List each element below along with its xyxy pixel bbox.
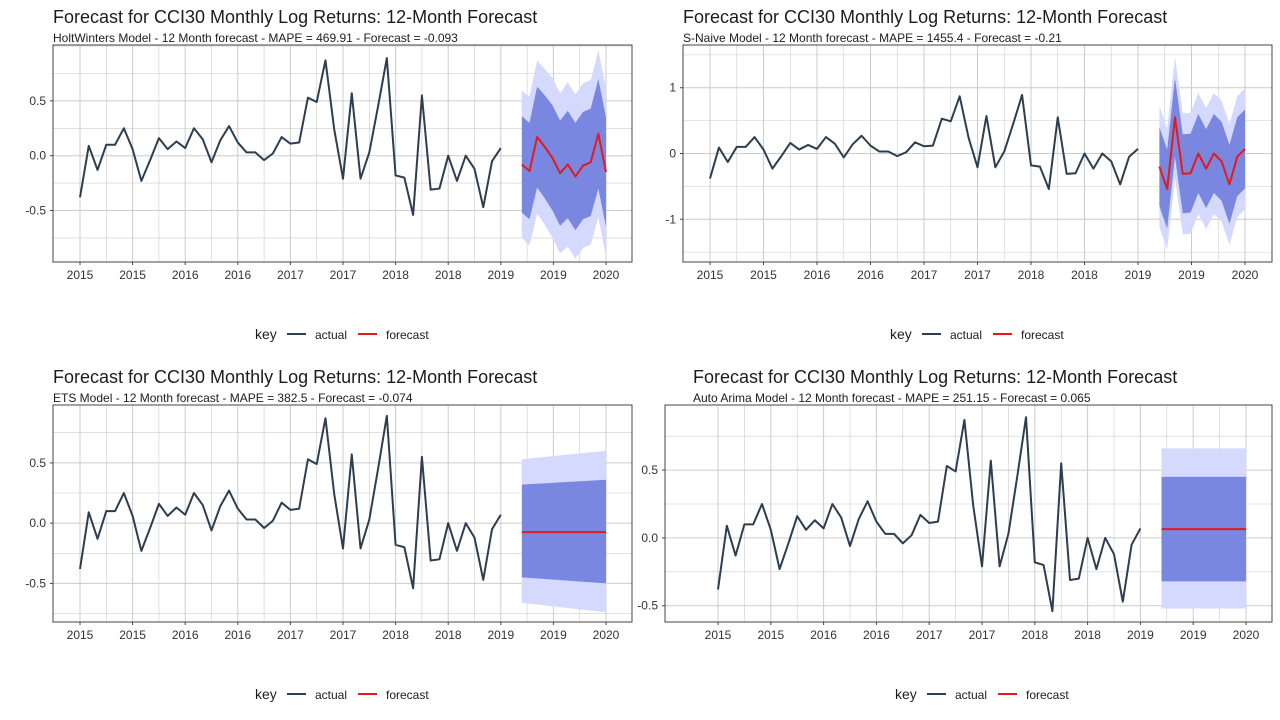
x-tick-label: 2018 — [1074, 628, 1101, 642]
x-tick-label: 2016 — [810, 628, 837, 642]
legend: key actual forecast — [255, 686, 429, 702]
y-tick-label: -1 — [665, 212, 676, 226]
x-tick-label: 2016 — [224, 268, 251, 282]
legend-title: key — [255, 326, 277, 342]
x-tick-label: 2015 — [757, 628, 784, 642]
x-tick-label: 2017 — [277, 628, 304, 642]
legend: key actual forecast — [890, 326, 1064, 342]
x-tick-label: 2019 — [1178, 268, 1205, 282]
x-tick-label: 2020 — [1232, 268, 1259, 282]
y-tick-label: 0.0 — [641, 531, 658, 545]
actual-series-line — [79, 57, 502, 216]
x-tick-label: 2015 — [119, 628, 146, 642]
chart-svg: Forecast for CCI30 Monthly Log Returns: … — [25, 7, 633, 342]
x-tick-label: 2016 — [863, 628, 890, 642]
legend: key actual forecast — [255, 326, 429, 342]
x-tick-label: 2020 — [593, 268, 620, 282]
chart-svg: Forecast for CCI30 Monthly Log Returns: … — [637, 367, 1273, 702]
y-tick-label: 0.5 — [641, 463, 658, 477]
actual-series-line — [717, 416, 1142, 613]
actual-series-line — [709, 93, 1139, 191]
chart-panel-snaive: Forecast for CCI30 Monthly Log Returns: … — [630, 0, 1273, 360]
x-tick-label: 2019 — [1180, 628, 1207, 642]
x-tick-label: 2019 — [1127, 628, 1154, 642]
y-tick-label: 0.5 — [29, 456, 46, 470]
chart-title: Forecast for CCI30 Monthly Log Returns: … — [683, 7, 1167, 27]
x-tick-label: 2015 — [119, 268, 146, 282]
y-tick-label: 0.5 — [29, 94, 46, 108]
legend-label-forecast: forecast — [1021, 328, 1064, 342]
chart-svg: Forecast for CCI30 Monthly Log Returns: … — [25, 367, 633, 702]
chart-subtitle: ETS Model - 12 Month forecast - MAPE = 3… — [53, 391, 413, 405]
legend-label-actual: actual — [315, 328, 347, 342]
x-tick-label: 2017 — [964, 268, 991, 282]
chart-panel-auto-arima: Forecast for CCI30 Monthly Log Returns: … — [637, 360, 1280, 720]
x-tick-label: 2020 — [593, 628, 620, 642]
x-tick-label: 2017 — [277, 268, 304, 282]
x-tick-label: 2016 — [804, 268, 831, 282]
x-tick-label: 2018 — [382, 628, 409, 642]
plot-border — [664, 404, 1273, 623]
y-tick-label: 0 — [669, 147, 676, 161]
x-tick-label: 2015 — [67, 268, 94, 282]
x-tick-label: 2015 — [67, 628, 94, 642]
x-tick-label: 2019 — [1125, 268, 1152, 282]
chart-subtitle: Auto Arima Model - 12 Month forecast - M… — [693, 391, 1091, 405]
legend-title: key — [890, 326, 912, 342]
x-tick-label: 2017 — [330, 628, 357, 642]
x-tick-label: 2017 — [330, 268, 357, 282]
chart-panel-holtwinters: Forecast for CCI30 Monthly Log Returns: … — [0, 0, 640, 360]
chart-svg: Forecast for CCI30 Monthly Log Returns: … — [665, 7, 1273, 342]
forecast-series-line — [1158, 116, 1246, 191]
x-tick-label: 2018 — [1021, 628, 1048, 642]
x-tick-label: 2015 — [697, 268, 724, 282]
legend-title: key — [255, 686, 277, 702]
ci80-band — [521, 78, 606, 231]
x-tick-label: 2016 — [857, 268, 884, 282]
x-tick-label: 2019 — [487, 628, 514, 642]
x-tick-label: 2016 — [172, 628, 199, 642]
x-tick-label: 2020 — [1233, 628, 1260, 642]
y-tick-label: -0.5 — [25, 576, 46, 590]
x-tick-label: 2015 — [705, 628, 732, 642]
y-tick-label: -0.5 — [25, 203, 46, 217]
legend-label-forecast: forecast — [386, 328, 429, 342]
actual-series-line — [79, 414, 502, 590]
chart-subtitle: S-Naive Model - 12 Month forecast - MAPE… — [683, 31, 1062, 45]
x-tick-label: 2018 — [1018, 268, 1045, 282]
x-tick-label: 2019 — [540, 628, 567, 642]
chart-title: Forecast for CCI30 Monthly Log Returns: … — [693, 367, 1177, 387]
x-tick-label: 2016 — [172, 268, 199, 282]
x-tick-label: 2018 — [435, 268, 462, 282]
chart-panel-ets: Forecast for CCI30 Monthly Log Returns: … — [0, 360, 640, 720]
x-tick-label: 2017 — [911, 268, 938, 282]
chart-title: Forecast for CCI30 Monthly Log Returns: … — [53, 367, 537, 387]
x-tick-label: 2019 — [540, 268, 567, 282]
x-tick-label: 2015 — [750, 268, 777, 282]
x-tick-label: 2019 — [487, 268, 514, 282]
legend-title: key — [895, 686, 917, 702]
ci80-band — [1159, 77, 1245, 229]
x-tick-label: 2016 — [224, 628, 251, 642]
x-tick-label: 2018 — [1071, 268, 1098, 282]
x-tick-label: 2018 — [435, 628, 462, 642]
legend-label-forecast: forecast — [1026, 688, 1069, 702]
y-tick-label: -0.5 — [637, 599, 658, 613]
legend-label-actual: actual — [950, 328, 982, 342]
y-tick-label: 0.0 — [29, 516, 46, 530]
chart-subtitle: HoltWinters Model - 12 Month forecast - … — [53, 31, 458, 45]
legend-label-actual: actual — [315, 688, 347, 702]
legend-label-actual: actual — [955, 688, 987, 702]
x-tick-label: 2017 — [969, 628, 996, 642]
forecast-series-line — [521, 132, 607, 178]
legend: key actual forecast — [895, 686, 1069, 702]
x-tick-label: 2018 — [382, 268, 409, 282]
y-tick-label: 1 — [669, 81, 676, 95]
x-tick-label: 2017 — [916, 628, 943, 642]
chart-title: Forecast for CCI30 Monthly Log Returns: … — [53, 7, 537, 27]
legend-label-forecast: forecast — [386, 688, 429, 702]
y-tick-label: 0.0 — [29, 149, 46, 163]
